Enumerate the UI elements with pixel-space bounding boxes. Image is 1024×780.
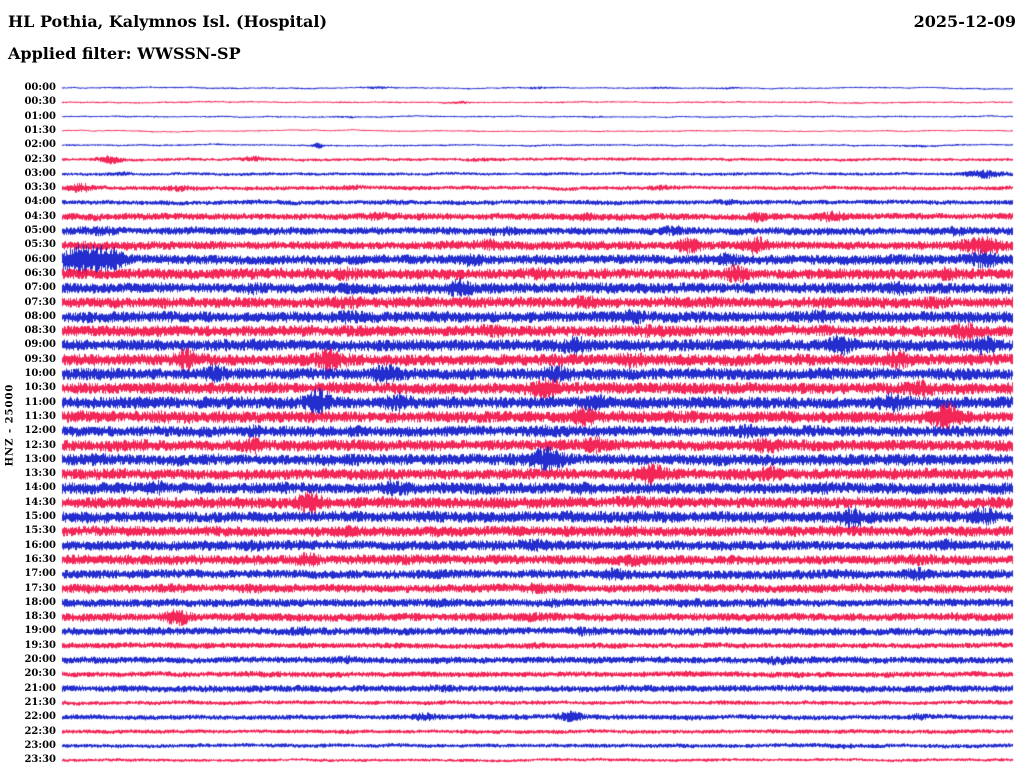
time-label: 14:00: [24, 482, 56, 494]
time-label: 20:00: [24, 654, 56, 665]
time-label: 19:00: [24, 625, 56, 637]
time-label: 05:00: [24, 225, 56, 236]
time-label: 21:00: [24, 682, 56, 694]
time-label: 04:30: [24, 210, 56, 222]
time-label: 10:30: [24, 382, 56, 394]
time-label: 12:00: [24, 425, 56, 437]
time-label: 11:00: [24, 396, 56, 408]
filter-label: Applied filter: WWSSN-SP: [8, 44, 241, 63]
time-label: 13:00: [24, 453, 56, 465]
time-label: 03:30: [24, 182, 56, 194]
time-label: 21:30: [24, 696, 56, 708]
time-label: 15:00: [24, 511, 56, 522]
time-label: 06:30: [24, 267, 56, 279]
time-label: 01:30: [24, 124, 56, 136]
time-label: 17:00: [24, 568, 56, 580]
time-label: 02:00: [24, 139, 56, 151]
time-label: 00:00: [24, 82, 56, 93]
time-label: 13:30: [24, 468, 56, 480]
time-label: 14:30: [24, 496, 56, 508]
time-label: 02:30: [24, 153, 56, 165]
time-label: 22:00: [24, 711, 56, 723]
time-label: 05:30: [24, 239, 56, 251]
time-label: 23:30: [24, 754, 56, 766]
time-label: 04:00: [24, 196, 56, 208]
time-label: 06:00: [24, 253, 56, 265]
record-date: 2025-12-09: [913, 12, 1016, 31]
time-axis: 00:00 00:30 01:00 01:30 02:00 02:30 03:00 03:30…: [0, 0, 58, 780]
time-label: 16:00: [24, 539, 56, 551]
time-label: 09:00: [24, 339, 56, 351]
time-label: 11:30: [24, 410, 56, 422]
time-label: 08:00: [24, 310, 56, 322]
time-label: 10:00: [24, 368, 56, 379]
time-label: 18:30: [24, 611, 56, 623]
time-label: 12:30: [24, 439, 56, 451]
station-title: HL Pothia, Kalymnos Isl. (Hospital): [8, 12, 328, 31]
time-label: 18:00: [24, 596, 56, 608]
time-label: 19:30: [24, 639, 56, 651]
time-label: 09:30: [24, 353, 56, 365]
time-label: 17:30: [24, 582, 56, 594]
time-label: 08:30: [24, 325, 56, 337]
time-label: 15:30: [24, 525, 56, 537]
time-label: 20:30: [24, 668, 56, 680]
time-label: 07:30: [24, 296, 56, 308]
time-label: 03:00: [24, 167, 56, 179]
time-label: 00:30: [24, 96, 56, 108]
time-label: 22:30: [24, 725, 56, 737]
time-label: 07:00: [24, 282, 56, 294]
time-label: 23:00: [24, 739, 56, 751]
time-label: 01:00: [24, 110, 56, 122]
time-label: 16:30: [24, 553, 56, 565]
